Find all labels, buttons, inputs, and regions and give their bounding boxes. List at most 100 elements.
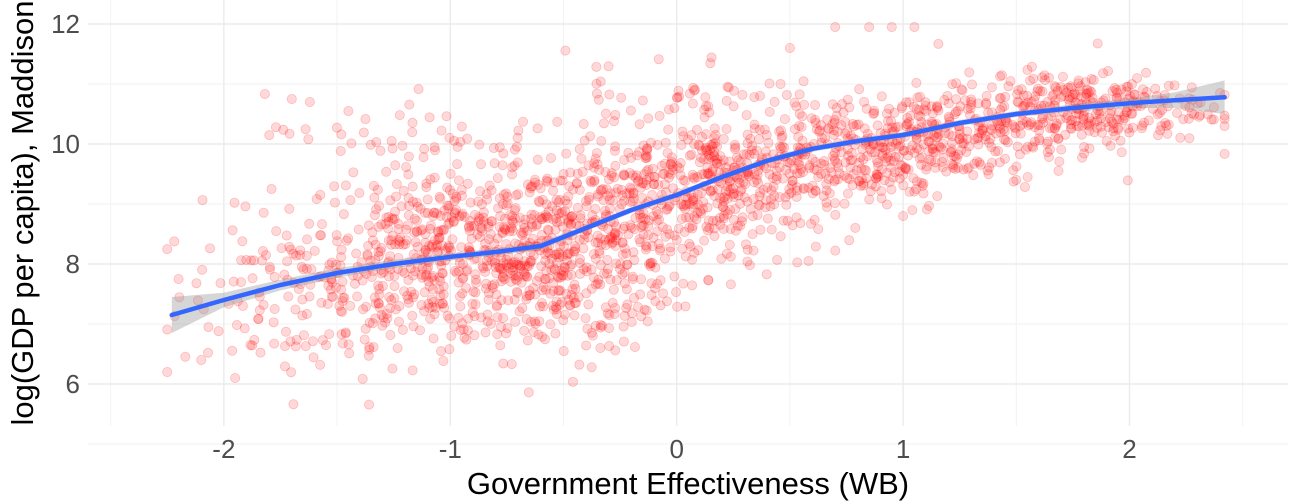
data-point xyxy=(642,151,653,162)
data-point xyxy=(1051,120,1062,131)
data-point xyxy=(551,309,562,320)
data-point xyxy=(810,185,821,196)
data-point xyxy=(958,138,969,149)
data-point xyxy=(554,252,565,263)
data-point xyxy=(828,150,839,161)
data-point xyxy=(369,192,380,203)
data-point xyxy=(494,193,505,204)
data-point xyxy=(1121,81,1132,92)
data-point xyxy=(994,121,1005,132)
data-point xyxy=(387,213,398,224)
data-point xyxy=(1113,124,1124,135)
data-point xyxy=(921,204,932,215)
data-point xyxy=(940,128,951,139)
data-point xyxy=(411,197,422,208)
data-point xyxy=(608,284,619,295)
data-point xyxy=(569,297,580,308)
data-point xyxy=(508,265,519,276)
data-point xyxy=(532,123,543,134)
data-point xyxy=(542,247,553,258)
data-point xyxy=(1067,92,1078,103)
data-point xyxy=(855,180,866,191)
data-point xyxy=(529,174,540,185)
data-point xyxy=(286,367,297,378)
data-point xyxy=(703,101,714,112)
data-point xyxy=(335,146,346,157)
data-point xyxy=(604,323,615,334)
data-point xyxy=(519,256,530,267)
data-point xyxy=(1078,110,1089,121)
data-point xyxy=(898,210,909,221)
data-point xyxy=(1032,119,1043,130)
data-point xyxy=(1082,119,1093,130)
data-point xyxy=(555,285,566,296)
data-point xyxy=(409,289,420,300)
data-point xyxy=(745,204,756,215)
data-point xyxy=(907,140,918,151)
data-point xyxy=(259,88,270,99)
data-point xyxy=(498,189,509,200)
data-point xyxy=(269,338,280,349)
data-point xyxy=(855,152,866,163)
data-point xyxy=(918,188,929,199)
data-point xyxy=(522,225,533,236)
data-point xyxy=(524,285,535,296)
data-point xyxy=(701,129,712,140)
data-point xyxy=(621,303,632,314)
data-point xyxy=(883,152,894,163)
data-point xyxy=(702,144,713,155)
data-point xyxy=(1045,144,1056,155)
data-point xyxy=(854,84,865,95)
data-point xyxy=(836,147,847,158)
data-point xyxy=(643,113,654,124)
data-point xyxy=(625,196,636,207)
data-point xyxy=(652,226,663,237)
data-point xyxy=(674,91,685,102)
data-point xyxy=(502,191,513,202)
data-point xyxy=(521,294,532,305)
data-point xyxy=(474,139,485,150)
data-point xyxy=(621,259,632,270)
data-point xyxy=(760,146,771,157)
data-point xyxy=(527,221,538,232)
data-point xyxy=(688,172,699,183)
data-point xyxy=(197,195,208,206)
data-point xyxy=(964,67,975,78)
data-point xyxy=(730,142,741,153)
data-point xyxy=(822,114,833,125)
data-point xyxy=(566,289,577,300)
data-point xyxy=(833,162,844,173)
data-point xyxy=(700,92,711,103)
data-point xyxy=(484,234,495,245)
data-point xyxy=(457,273,468,284)
data-point xyxy=(721,95,732,106)
data-point xyxy=(930,157,941,168)
data-point xyxy=(364,399,375,410)
data-point xyxy=(501,328,512,339)
data-point xyxy=(769,96,780,107)
data-point xyxy=(831,103,842,114)
data-point xyxy=(486,216,497,227)
data-point xyxy=(709,231,720,242)
data-point xyxy=(765,194,776,205)
data-point xyxy=(369,210,380,221)
data-point xyxy=(709,151,720,162)
data-point xyxy=(528,283,539,294)
data-point xyxy=(784,158,795,169)
data-point xyxy=(794,120,805,131)
data-point xyxy=(1111,114,1122,125)
data-point xyxy=(724,156,735,167)
data-point xyxy=(595,319,606,330)
data-point xyxy=(629,342,640,353)
data-point xyxy=(662,224,673,235)
data-point xyxy=(1066,115,1077,126)
data-point xyxy=(559,261,570,272)
data-point xyxy=(469,311,480,322)
data-point xyxy=(985,133,996,144)
data-point xyxy=(453,277,464,288)
data-point xyxy=(675,158,686,169)
data-point xyxy=(425,313,436,324)
data-point xyxy=(419,207,430,218)
data-point xyxy=(566,269,577,280)
data-point xyxy=(424,302,435,313)
